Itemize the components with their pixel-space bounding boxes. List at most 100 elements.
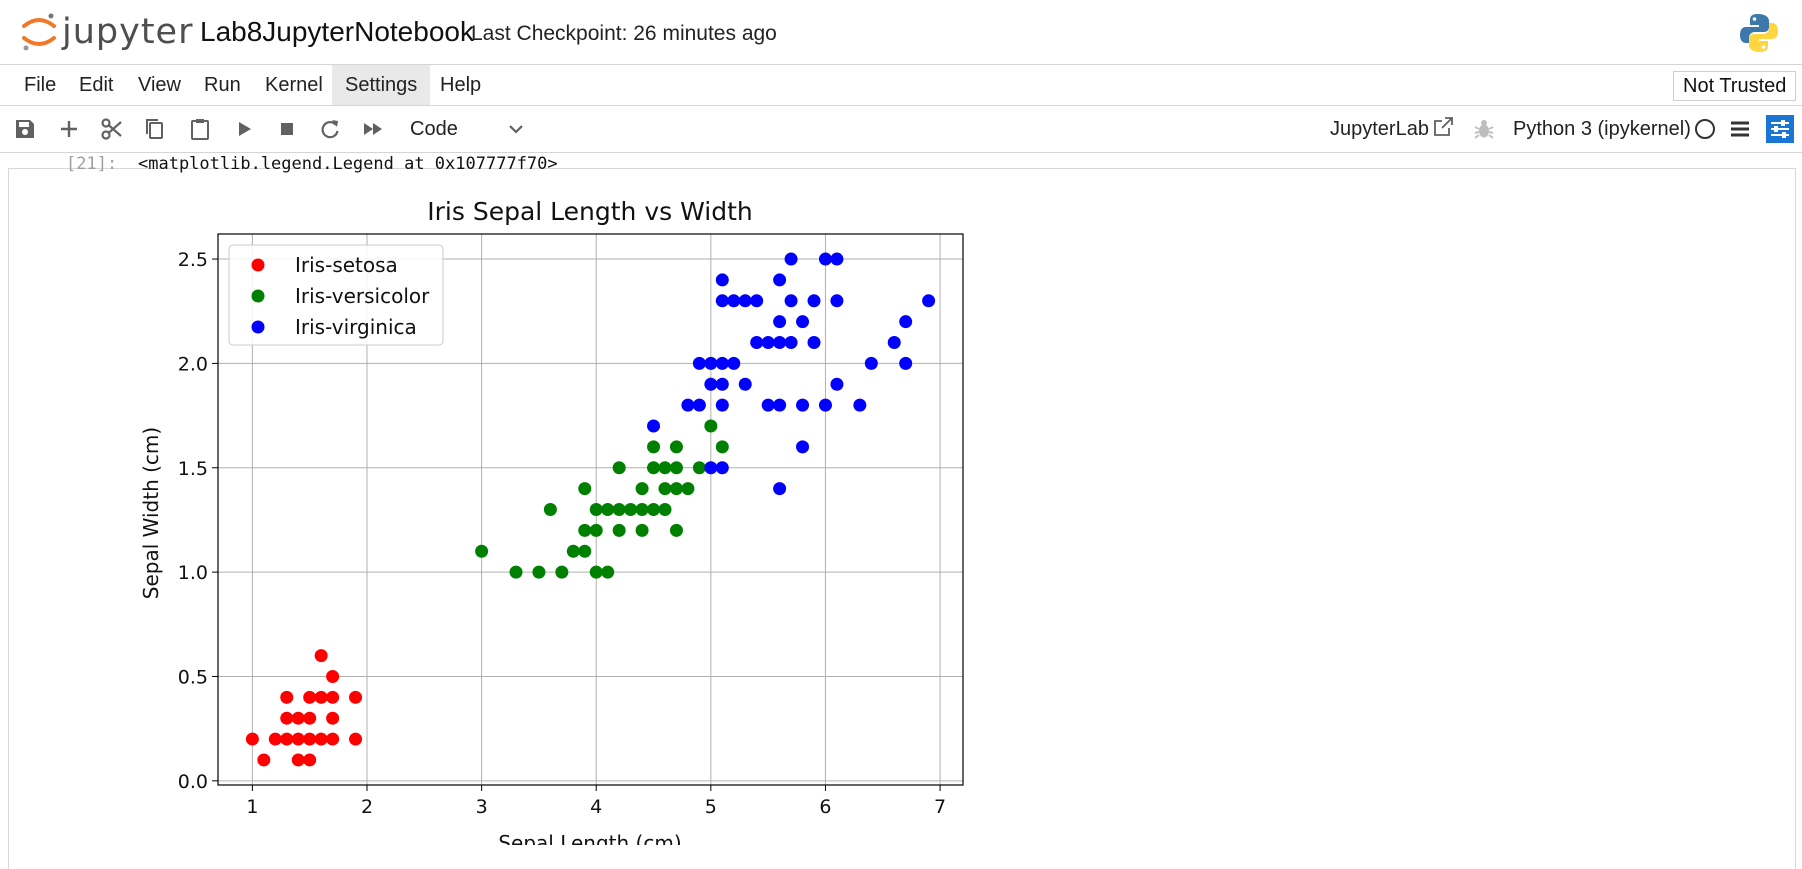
point-iris-versicolor bbox=[647, 461, 661, 475]
point-iris-setosa bbox=[349, 732, 363, 746]
point-iris-versicolor bbox=[647, 503, 661, 516]
menu-settings[interactable]: Settings bbox=[332, 65, 431, 105]
point-iris-virginica bbox=[773, 398, 787, 412]
point-iris-versicolor bbox=[635, 482, 649, 496]
output-cell-frame bbox=[8, 168, 1796, 869]
point-iris-virginica bbox=[818, 252, 832, 266]
x-tick-label: 4 bbox=[590, 796, 602, 818]
point-iris-versicolor bbox=[669, 440, 683, 454]
point-iris-setosa bbox=[303, 753, 317, 767]
x-ticks: 1 2 3 4 5 6 7 bbox=[246, 785, 946, 818]
y-tick-label: 2.0 bbox=[178, 353, 208, 375]
legend-label-iris-virginica: Iris-virginica bbox=[295, 315, 417, 339]
point-iris-virginica bbox=[830, 252, 844, 266]
kernel-status-idle-icon bbox=[1695, 119, 1715, 139]
kernel-name[interactable]: Python 3 (ipykernel) bbox=[1513, 118, 1691, 140]
point-iris-versicolor bbox=[566, 544, 580, 558]
point-iris-versicolor bbox=[669, 482, 683, 496]
y-tick-label: 0.5 bbox=[178, 666, 208, 688]
menu-help[interactable]: Help bbox=[440, 74, 482, 96]
plus-icon[interactable] bbox=[56, 116, 82, 142]
point-iris-virginica bbox=[773, 273, 787, 287]
output-prompt: [21]: bbox=[66, 154, 118, 174]
point-iris-versicolor bbox=[475, 544, 489, 558]
point-iris-versicolor bbox=[692, 461, 706, 475]
point-iris-virginica bbox=[715, 398, 729, 412]
point-iris-setosa bbox=[314, 690, 328, 704]
chart-points bbox=[245, 252, 936, 767]
point-iris-virginica bbox=[761, 398, 775, 412]
output-text: <matplotlib.legend.Legend at 0x107777f70… bbox=[138, 154, 558, 174]
point-iris-virginica bbox=[818, 398, 832, 412]
point-iris-versicolor bbox=[647, 440, 661, 454]
x-tick-label: 5 bbox=[705, 796, 717, 818]
point-iris-versicolor bbox=[612, 461, 626, 475]
point-iris-virginica bbox=[692, 356, 706, 370]
point-iris-setosa bbox=[326, 669, 340, 683]
notebook-toolbar: Code JupyterLab Python 3 (ipykernel) bbox=[0, 106, 1802, 153]
menu-edit[interactable]: Edit bbox=[79, 74, 114, 96]
restart-icon[interactable] bbox=[317, 116, 343, 142]
notebook-title[interactable]: Lab8JupyterNotebook bbox=[200, 16, 474, 47]
cell-type-select[interactable]: Code bbox=[410, 118, 458, 140]
menu-kernel[interactable]: Kernel bbox=[265, 74, 323, 96]
chevron-down-icon[interactable] bbox=[505, 119, 527, 139]
stop-icon[interactable] bbox=[274, 116, 300, 142]
point-iris-virginica bbox=[715, 461, 729, 475]
chart-title: Iris Sepal Length vs Width bbox=[427, 197, 752, 226]
point-iris-virginica bbox=[738, 377, 752, 391]
point-iris-virginica bbox=[692, 398, 706, 412]
last-checkpoint: Last Checkpoint: 26 minutes ago bbox=[471, 22, 777, 45]
jupyter-logo[interactable]: jupyter bbox=[20, 10, 220, 54]
fast-forward-icon[interactable] bbox=[360, 116, 386, 142]
point-iris-setosa bbox=[314, 649, 328, 663]
point-iris-setosa bbox=[303, 711, 317, 725]
point-iris-virginica bbox=[784, 252, 798, 266]
point-iris-versicolor bbox=[624, 503, 638, 516]
external-link-icon[interactable] bbox=[1430, 114, 1456, 140]
point-iris-virginica bbox=[738, 294, 752, 308]
point-iris-virginica bbox=[887, 336, 901, 350]
point-iris-versicolor bbox=[658, 461, 672, 475]
point-iris-virginica bbox=[899, 315, 913, 329]
point-iris-versicolor bbox=[681, 482, 695, 496]
point-iris-virginica bbox=[864, 356, 878, 370]
play-icon[interactable] bbox=[231, 116, 257, 142]
point-iris-versicolor bbox=[589, 523, 603, 537]
point-iris-virginica bbox=[796, 398, 810, 412]
point-iris-setosa bbox=[257, 753, 271, 767]
point-iris-virginica bbox=[715, 273, 729, 287]
trust-status-button[interactable]: Not Trusted bbox=[1673, 71, 1797, 101]
save-icon[interactable] bbox=[12, 116, 38, 142]
legend-marker-iris-setosa bbox=[251, 258, 265, 272]
copy-icon[interactable] bbox=[142, 116, 168, 142]
point-iris-versicolor bbox=[669, 461, 683, 475]
legend-marker-iris-versicolor bbox=[251, 289, 265, 303]
jupyterlab-link[interactable]: JupyterLab bbox=[1330, 118, 1429, 140]
point-iris-virginica bbox=[681, 398, 695, 412]
x-tick-label: 7 bbox=[934, 796, 946, 818]
point-iris-versicolor bbox=[555, 565, 569, 579]
point-iris-versicolor bbox=[658, 503, 672, 516]
point-iris-setosa bbox=[326, 711, 340, 725]
point-iris-virginica bbox=[830, 377, 844, 391]
point-iris-virginica bbox=[715, 377, 729, 391]
y-tick-label: 0.0 bbox=[178, 771, 208, 793]
point-iris-virginica bbox=[922, 294, 936, 308]
point-iris-virginica bbox=[704, 461, 718, 475]
scissors-icon[interactable] bbox=[99, 116, 125, 142]
point-iris-versicolor bbox=[532, 565, 546, 579]
jupyter-orbit-icon bbox=[22, 13, 56, 51]
menu-run[interactable]: Run bbox=[204, 74, 241, 96]
menu-file[interactable]: File bbox=[24, 74, 57, 96]
menu-view[interactable]: View bbox=[138, 74, 181, 96]
point-iris-setosa bbox=[268, 732, 282, 746]
menu-lines-icon[interactable] bbox=[1727, 116, 1753, 142]
point-iris-virginica bbox=[830, 294, 844, 308]
point-iris-setosa bbox=[280, 711, 294, 725]
paste-icon[interactable] bbox=[187, 116, 213, 142]
property-inspector-icon[interactable] bbox=[1766, 115, 1794, 143]
debugger-bug-icon[interactable] bbox=[1471, 116, 1497, 142]
y-axis-label: Sepal Width (cm) bbox=[139, 427, 163, 599]
point-iris-versicolor bbox=[589, 503, 603, 516]
